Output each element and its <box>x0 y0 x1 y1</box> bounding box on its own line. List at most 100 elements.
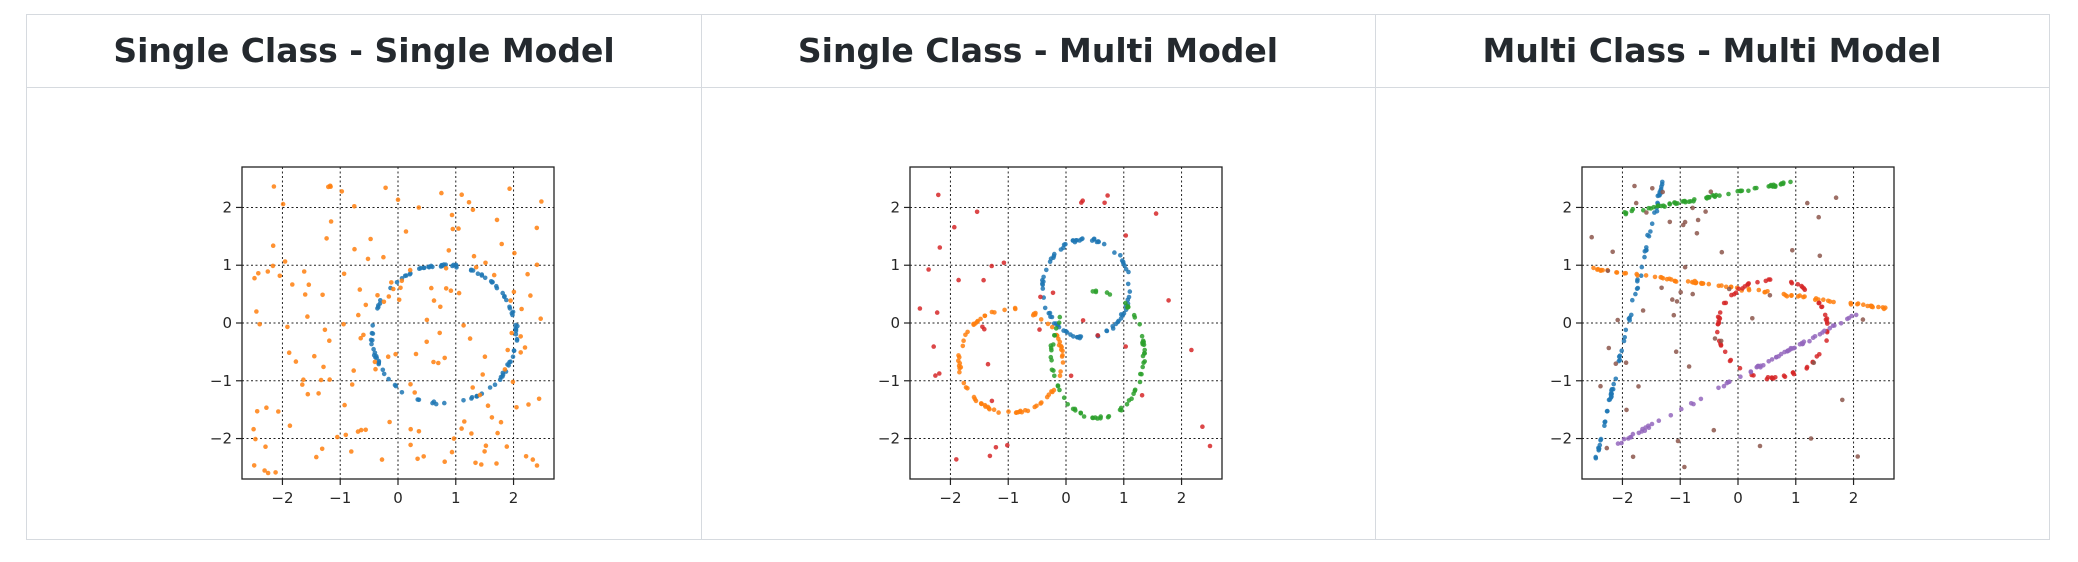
scatter-point <box>470 385 476 390</box>
scatter-point <box>1139 333 1145 339</box>
scatter-point <box>1655 203 1660 209</box>
scatter-point <box>1117 407 1123 413</box>
scatter-point <box>934 310 940 315</box>
scatter-point <box>1080 198 1085 203</box>
scatter-point <box>1682 464 1687 470</box>
scatter-point <box>523 454 529 459</box>
scatter-point <box>1643 273 1649 278</box>
scatter-point <box>1661 203 1666 208</box>
scatter-point <box>1644 245 1649 250</box>
scatter-point <box>470 207 476 213</box>
scatter-plot-1: −2 −1 0 1 2 −2 −1 0 1 2 <box>210 166 555 505</box>
scatter-point <box>965 386 970 391</box>
scatter-point <box>1118 253 1123 258</box>
scatter-point <box>499 241 505 247</box>
scatter-point <box>1129 396 1134 401</box>
scatter-point <box>956 277 961 283</box>
scatter-point <box>393 383 399 389</box>
scatter-point <box>514 405 519 410</box>
scatter-point <box>1615 441 1621 446</box>
scatter-point <box>1693 280 1698 286</box>
y-tick-label: 0 <box>1562 314 1572 332</box>
scatter-point <box>1765 375 1771 380</box>
scatter-point <box>1140 364 1145 370</box>
scatter-point <box>1808 436 1814 441</box>
scatter-point <box>351 368 356 373</box>
scatter-point <box>528 293 533 298</box>
scatter-point <box>1621 436 1627 442</box>
scatter-point <box>436 360 441 366</box>
scatter-point <box>1105 414 1111 420</box>
scatter-point <box>1048 345 1054 351</box>
scatter-point <box>1855 454 1860 459</box>
scatter-point <box>1767 277 1773 282</box>
scatter-point <box>1660 179 1665 185</box>
scatter-point <box>327 338 332 343</box>
scatter-point <box>508 298 513 303</box>
scatter-point <box>1060 360 1066 365</box>
scatter-point <box>305 391 311 397</box>
scatter-point <box>1827 325 1833 331</box>
scatter-point <box>254 309 259 314</box>
y-tick-label: 0 <box>890 314 900 332</box>
scatter-point <box>1070 406 1076 412</box>
scatter-point <box>1717 315 1722 320</box>
scatter-point <box>461 398 466 403</box>
scatter-point <box>450 226 456 232</box>
scatter-point <box>1098 416 1103 421</box>
scatter-point <box>1718 338 1724 344</box>
scatter-point <box>1756 287 1762 293</box>
scatter-point <box>1037 327 1042 332</box>
scatter-point <box>1604 445 1610 451</box>
scatter-point <box>1667 201 1672 206</box>
scatter-point <box>276 409 281 414</box>
scatter-point <box>1860 317 1866 322</box>
scatter-point <box>372 359 378 365</box>
scatter-point <box>513 332 519 337</box>
scatter-point <box>1773 355 1779 360</box>
scatter-point <box>251 426 256 432</box>
scatter-point <box>1656 418 1662 424</box>
scatter-point <box>1123 344 1128 349</box>
scatter-point <box>479 272 485 277</box>
scatter-point <box>1609 388 1614 393</box>
scatter-point <box>342 402 347 408</box>
scatter-point <box>1125 304 1131 309</box>
scatter-point <box>1055 384 1061 389</box>
scatter-point <box>1056 320 1062 325</box>
scatter-point <box>505 347 511 353</box>
scatter-point <box>1041 274 1046 280</box>
scatter-point <box>318 377 324 383</box>
scatter-point <box>1779 181 1784 186</box>
scatter-point <box>511 289 517 295</box>
scatter-point <box>1051 387 1057 393</box>
scatter-point <box>1122 263 1127 268</box>
scatter-point <box>957 361 963 366</box>
scatter-point <box>1838 321 1844 326</box>
scatter-point <box>1138 371 1143 377</box>
scatter-point <box>536 396 542 402</box>
scatter-point <box>349 382 355 387</box>
scatter-point <box>509 330 514 336</box>
scatter-point <box>538 316 543 321</box>
x-tick-label: 0 <box>1733 489 1743 505</box>
scatter-point <box>961 380 967 386</box>
scatter-point <box>1755 279 1760 285</box>
scatter-point <box>952 224 957 230</box>
scatter-point <box>412 390 417 395</box>
scatter-point <box>1623 327 1629 333</box>
scatter-point <box>252 275 257 281</box>
scatter-point <box>1802 294 1807 299</box>
scatter-point <box>1672 200 1677 205</box>
scatter-point <box>1824 319 1830 324</box>
scatter-point <box>956 353 961 358</box>
scatter-point <box>505 362 510 367</box>
scatter-point <box>1107 292 1113 297</box>
scatter-point <box>1072 239 1078 245</box>
scatter-point <box>1694 231 1700 236</box>
scatter-point <box>1817 253 1823 259</box>
scatter-point <box>1816 300 1821 306</box>
scatter-point <box>302 292 308 297</box>
scatter-point <box>462 419 467 424</box>
scatter-point <box>991 407 997 413</box>
